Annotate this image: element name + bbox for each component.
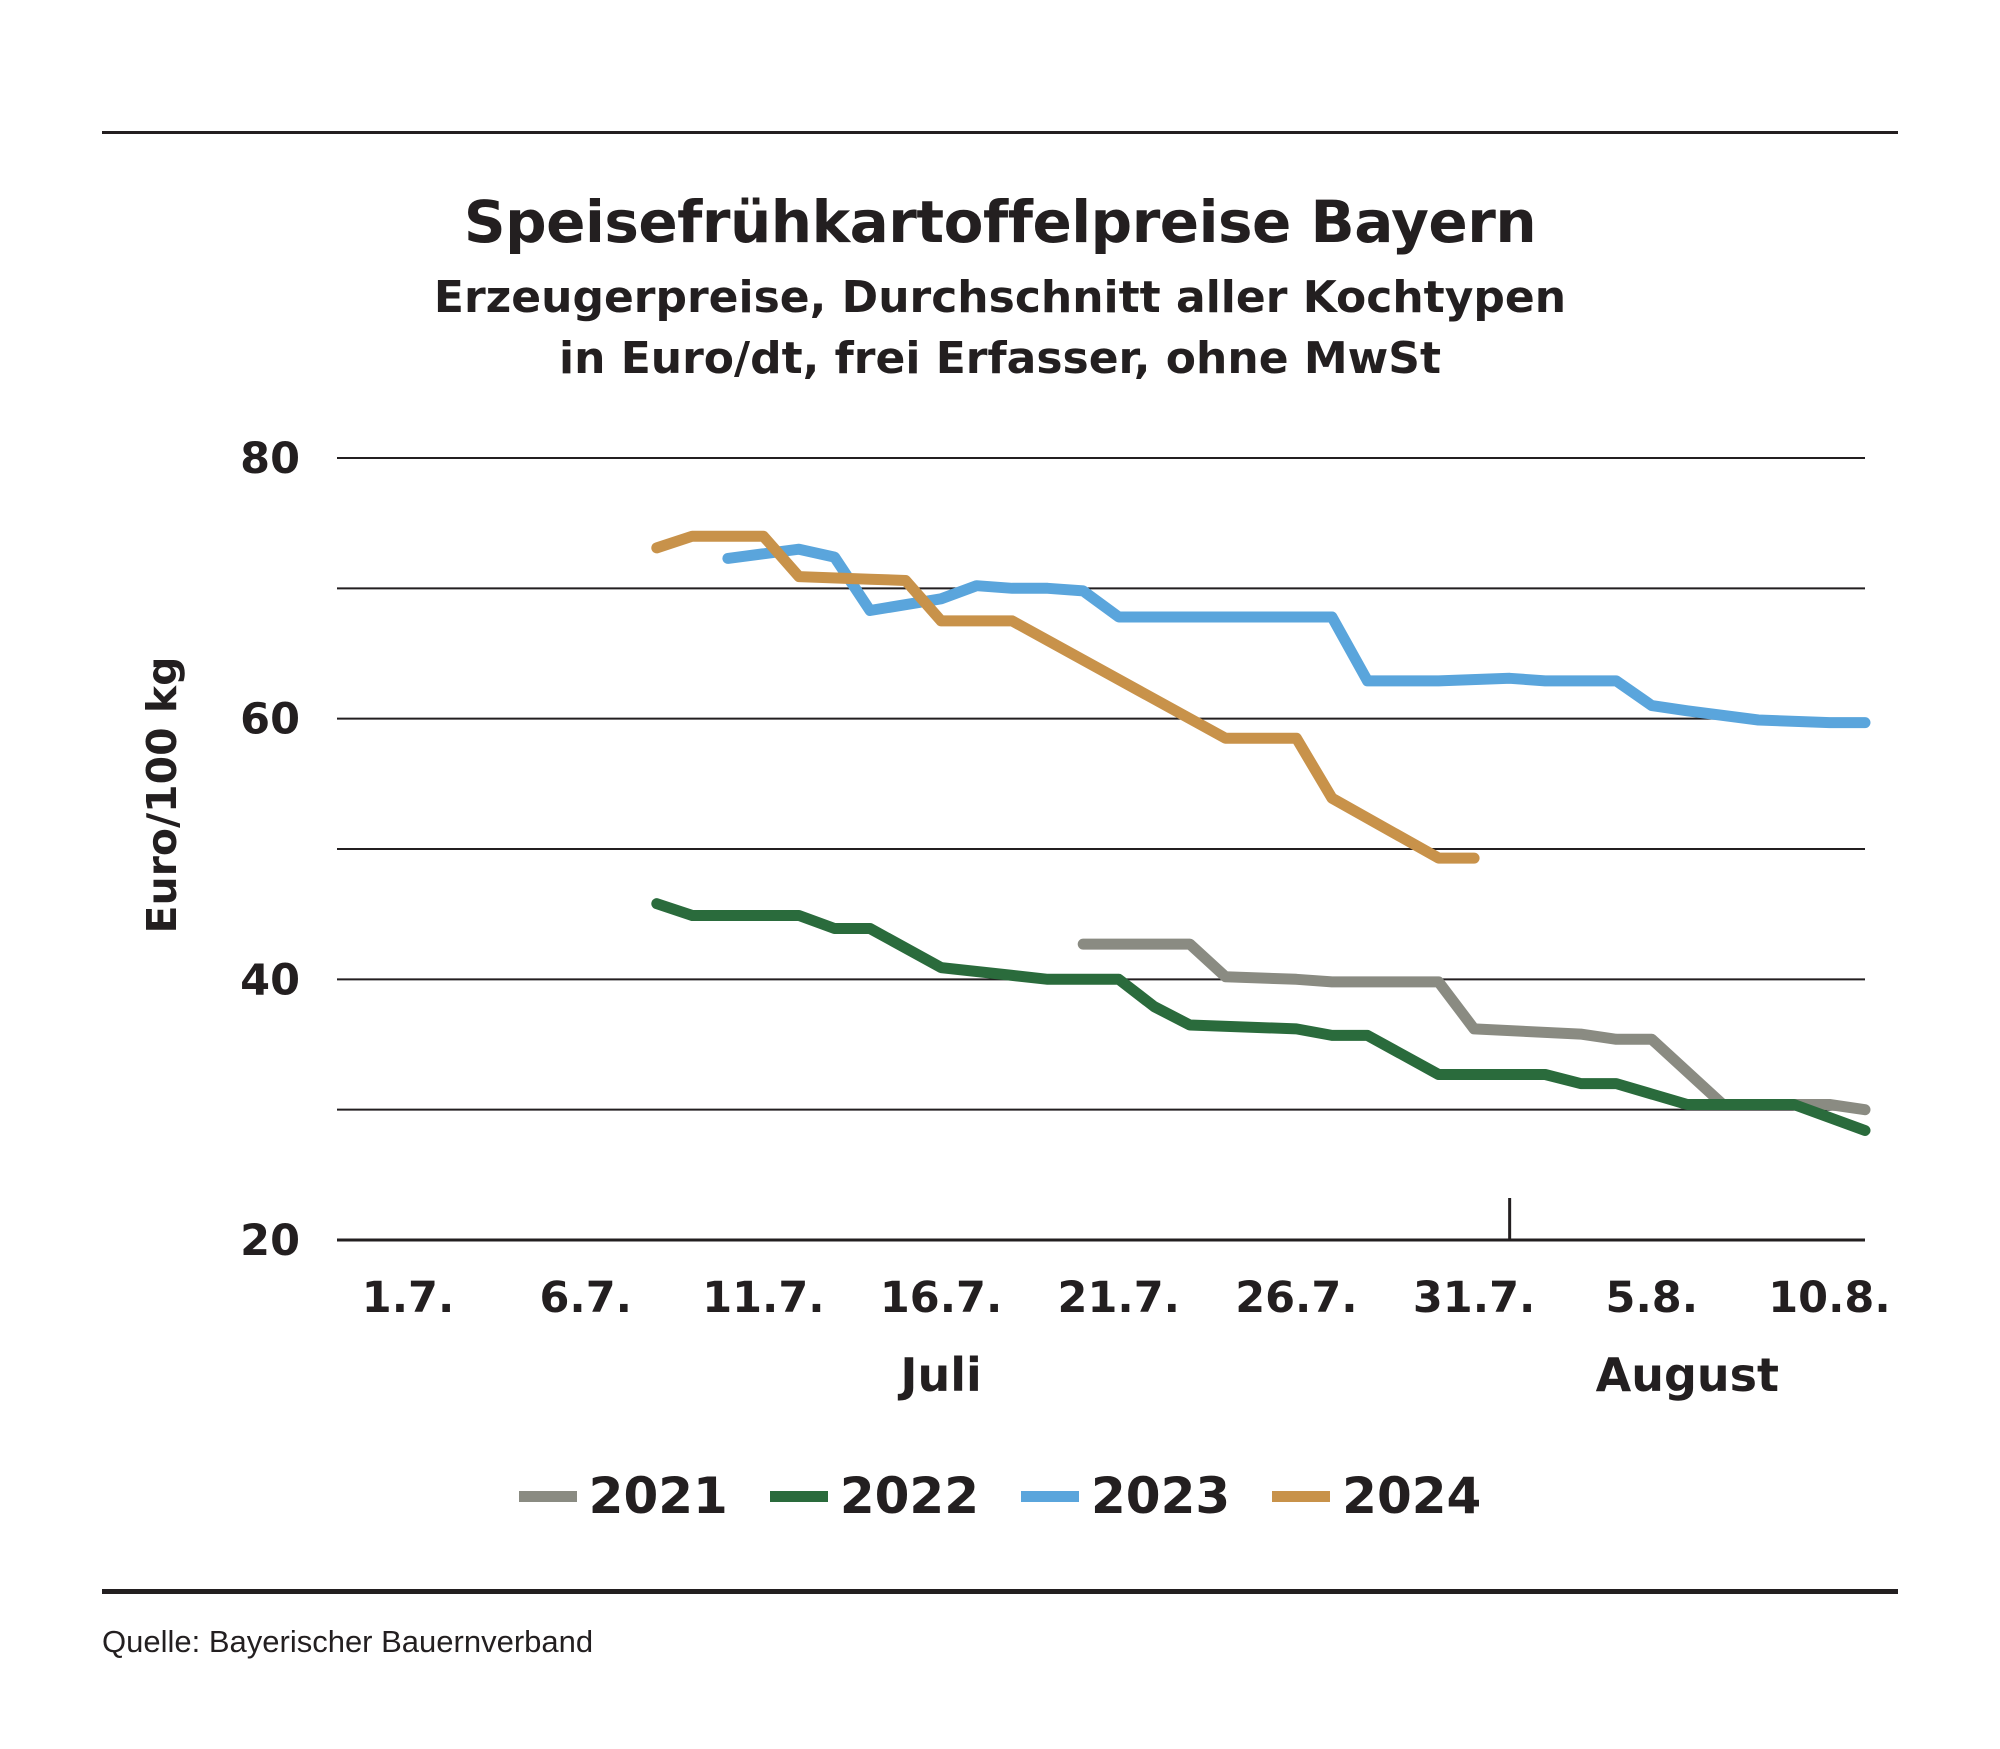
legend-item-2023: 2023 <box>1021 1467 1230 1525</box>
legend-label: 2023 <box>1091 1467 1231 1525</box>
x-tick-label: 10.8. <box>1768 1273 1890 1323</box>
legend-item-2022: 2022 <box>769 1467 979 1525</box>
series-line-2024 <box>651 530 1480 864</box>
axis-ticks: 20 40 60 80 1.7. 6.7. 11.7. 16.7. 21.7. 26.7. 31.7… <box>240 434 1891 1402</box>
legend-swatch <box>518 1490 577 1502</box>
legend-swatch <box>1021 1490 1079 1502</box>
y-tick-label: 40 <box>240 955 300 1005</box>
legend-label: 2024 <box>1342 1467 1482 1525</box>
bottom-rule <box>102 1589 1898 1594</box>
chart-title: Speisefrühkartoffelpreise Bayern <box>463 188 1537 256</box>
legend-item-2024: 2024 <box>1272 1467 1481 1525</box>
x-tick-label: 21.7. <box>1058 1273 1180 1323</box>
y-tick-label: 20 <box>240 1216 300 1266</box>
x-tick-label: 5.8. <box>1606 1273 1699 1323</box>
chart-subtitle-line-1: Erzeugerpreise, Durchschnitt aller Kocht… <box>433 272 1567 323</box>
legend-label: 2021 <box>588 1467 728 1525</box>
legend-swatch <box>1272 1490 1331 1502</box>
x-tick-label: 11.7. <box>702 1273 824 1323</box>
series-lines <box>651 530 1871 1136</box>
x-tick-label: 16.7. <box>880 1273 1002 1323</box>
chart-subtitle-line-2: in Euro/dt, frei Erfasser, ohne MwSt <box>558 333 1442 384</box>
x-tick-label: 26.7. <box>1235 1273 1357 1323</box>
series-line-2023 <box>722 543 1871 729</box>
x-tick-label: 31.7. <box>1413 1273 1535 1323</box>
y-tick-label: 60 <box>240 695 300 745</box>
y-tick-label: 80 <box>240 434 300 484</box>
source-note: Quelle: Bayerischer Bauernverband <box>102 1624 594 1659</box>
top-rule <box>102 131 1898 134</box>
legend: 2021 2022 2023 2024 <box>0 1467 2000 1525</box>
gridlines <box>337 457 1865 1242</box>
legend-swatch <box>769 1490 828 1502</box>
legend-label: 2022 <box>839 1467 979 1525</box>
x-tick-label: 6.7. <box>539 1273 632 1323</box>
month-label: Juli <box>897 1348 981 1402</box>
series-line-2022 <box>651 898 1871 1136</box>
x-tick-label: 1.7. <box>362 1273 455 1323</box>
month-label: August <box>1596 1348 1779 1402</box>
legend-item-2021: 2021 <box>518 1467 728 1525</box>
